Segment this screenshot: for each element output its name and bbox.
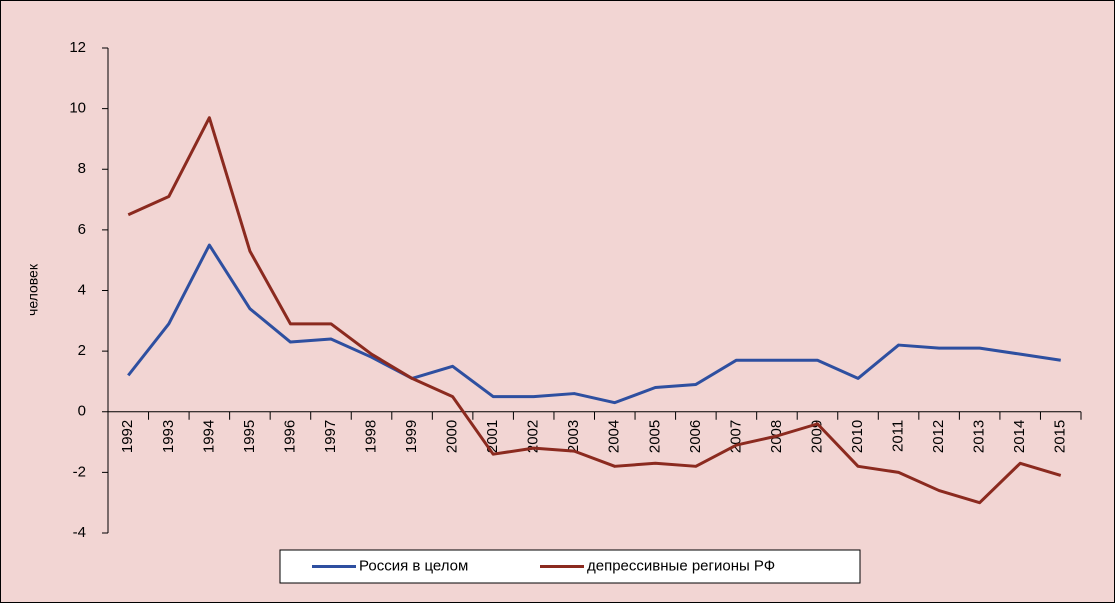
y-tick-label: 6	[78, 221, 86, 238]
x-tick-label: 1999	[403, 420, 420, 453]
y-tick-label: 0	[78, 403, 86, 420]
y-tick-label: 10	[69, 100, 86, 117]
y-tick-label: -4	[73, 524, 86, 541]
x-tick-label: 2013	[971, 420, 988, 453]
x-tick-label: 1997	[322, 420, 339, 453]
x-tick-label: 2003	[565, 420, 582, 453]
x-tick-label: 2000	[444, 420, 461, 453]
y-tick-label: -2	[73, 463, 86, 480]
x-tick-label: 1994	[200, 420, 217, 453]
x-tick-label: 2010	[849, 420, 866, 453]
x-tick-label: 2012	[930, 420, 947, 453]
legend: Россия в целом депрессивные регионы РФ	[279, 549, 861, 584]
series-line	[127, 116, 1062, 505]
x-tick-label: 2004	[606, 420, 623, 453]
x-tick-label: 1996	[281, 420, 298, 453]
y-tick-label: 2	[78, 342, 86, 359]
y-tick-label: 4	[78, 281, 86, 298]
x-tick-label: 2005	[646, 420, 663, 453]
y-tick-label: 8	[78, 160, 86, 177]
series-line	[127, 243, 1061, 405]
x-tick-label: 2006	[687, 420, 704, 453]
x-tick-label: 2014	[1011, 420, 1028, 453]
x-tick-label: 2015	[1052, 420, 1069, 453]
legend-label: Россия в целом	[359, 557, 468, 574]
x-tick-label: 1992	[119, 420, 136, 453]
x-tick-label: 2001	[484, 420, 501, 453]
x-tick-label: 2002	[525, 420, 542, 453]
x-tick-label: 1995	[241, 420, 258, 453]
legend-label: депрессивные регионы РФ	[587, 557, 775, 574]
y-tick-label: 12	[69, 39, 86, 56]
x-tick-label: 1993	[160, 420, 177, 453]
x-tick-label: 2011	[890, 420, 907, 452]
y-axis-label: человек	[25, 263, 41, 316]
x-tick-label: 1998	[362, 420, 379, 453]
